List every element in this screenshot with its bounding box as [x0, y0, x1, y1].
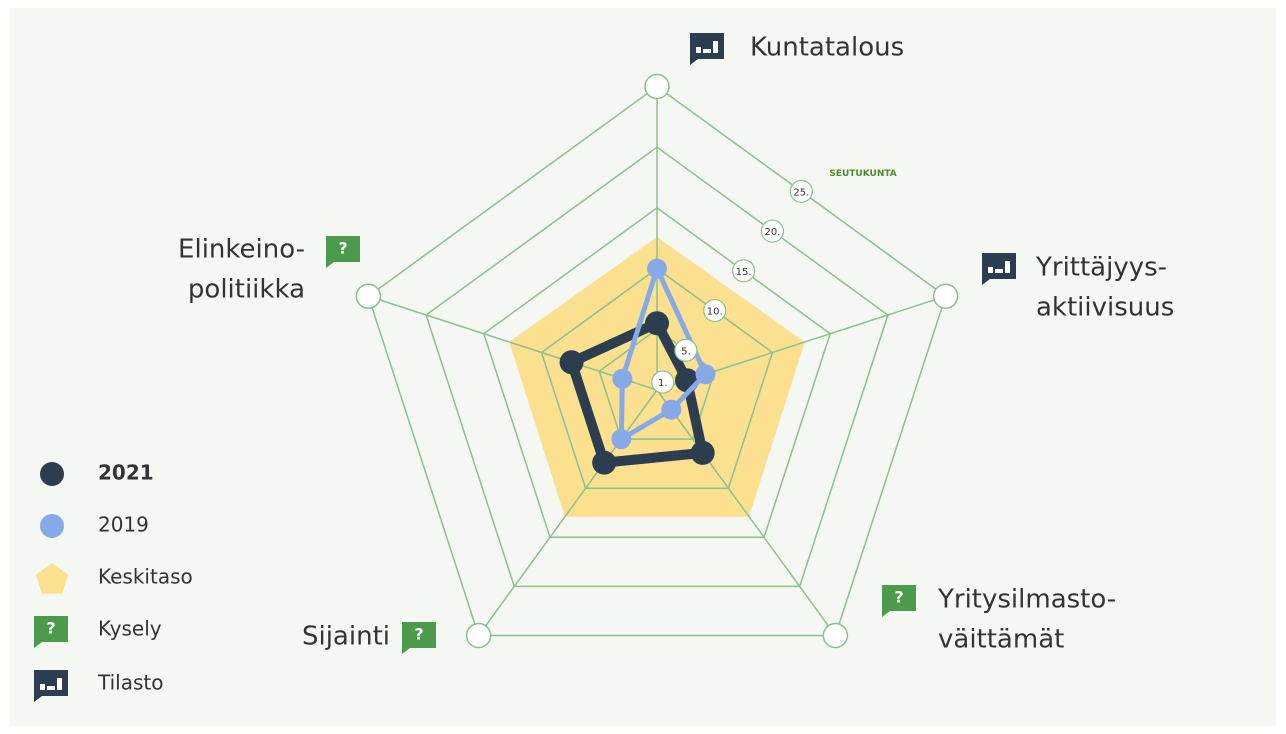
survey-icon: ? [882, 585, 916, 617]
survey-icon: ? [326, 236, 360, 268]
series-point [695, 364, 716, 385]
grid-ring [598, 328, 716, 440]
icon-glyph [995, 269, 1003, 273]
icon-symbol: ? [46, 619, 55, 638]
tick-label: 15. [736, 267, 752, 278]
spoke [478, 389, 658, 636]
axis-end [644, 73, 670, 100]
legend-label: Tilasto [97, 671, 163, 695]
axis-label: Sijainti [302, 622, 390, 652]
series-point [690, 440, 715, 465]
tick-badge [731, 259, 756, 283]
legend-label: 2021 [98, 461, 154, 485]
series-point [645, 311, 669, 336]
tick-badge [760, 219, 785, 243]
icon-glyph [57, 678, 62, 690]
grid-ring [482, 206, 832, 539]
tick-label: 25. [793, 187, 809, 198]
series-point [675, 368, 700, 393]
tick-label: 5. [681, 346, 691, 357]
ticks-title: SEUTUKUNTA [829, 169, 896, 179]
axis-end [932, 283, 959, 309]
icon-symbol: ? [414, 625, 423, 644]
tick-label: 20. [765, 227, 781, 238]
survey-icon: ? [34, 616, 68, 648]
icon-glyph [703, 49, 711, 53]
legend-label: Keskitaso [98, 565, 193, 589]
statistic-icon [982, 253, 1016, 285]
grid-ring [367, 85, 947, 637]
series-point [592, 450, 617, 475]
spoke [656, 389, 836, 636]
icon-glyph [988, 267, 993, 273]
series-point [611, 429, 632, 450]
icon-glyph [713, 41, 718, 53]
axis-end [355, 283, 382, 309]
statistic-icon [34, 670, 68, 702]
survey-icon: ? [402, 622, 436, 654]
series-point [647, 258, 667, 279]
grid-ring [425, 146, 889, 588]
tick-badge [674, 338, 698, 362]
tick-badge [703, 298, 727, 323]
series-point [559, 350, 584, 375]
icon-glyph [696, 47, 701, 53]
legend-label: Kysely [98, 617, 162, 641]
axis-label: Yrittäjyys- [1035, 253, 1167, 283]
spoke [368, 295, 658, 391]
series-point [612, 368, 633, 389]
axis-label: väittämät [938, 625, 1064, 655]
statistic-icon [690, 33, 724, 65]
series-line [618, 266, 708, 442]
series-point [661, 399, 682, 420]
icon-body [402, 622, 436, 654]
icon-body [326, 236, 360, 268]
tick-badge [789, 179, 813, 203]
axis-label: politiikka [188, 275, 305, 305]
legend-label: 2019 [98, 513, 149, 537]
legend-swatch [40, 462, 64, 486]
icon-body [882, 585, 916, 617]
axis-label: aktiivisuus [1036, 293, 1174, 323]
tick-label: 1. [658, 378, 668, 389]
legend-swatch [35, 563, 69, 594]
tick-badge [651, 370, 675, 394]
icon-body [34, 616, 68, 648]
legend-swatch [40, 514, 64, 538]
tick-label: 10. [707, 307, 723, 318]
icon-glyph [47, 686, 55, 690]
axis-end [465, 622, 492, 649]
axis-label: Yritysilmasto- [937, 585, 1116, 615]
grid-ring [540, 267, 774, 489]
icon-glyph [40, 684, 45, 690]
icon-symbol: ? [338, 239, 347, 258]
axis-label: Kuntatalous [750, 33, 904, 63]
icon-symbol: ? [894, 588, 903, 607]
axis-end [822, 622, 849, 649]
axis-label: Elinkeino- [178, 235, 305, 265]
icon-glyph [1005, 261, 1010, 273]
